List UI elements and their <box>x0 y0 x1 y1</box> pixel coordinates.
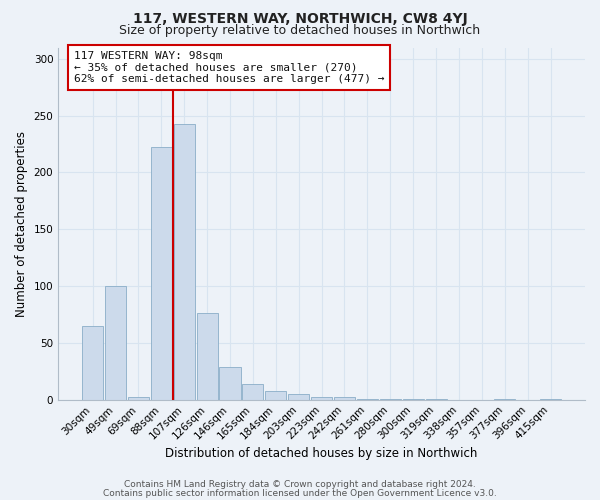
Y-axis label: Number of detached properties: Number of detached properties <box>15 130 28 316</box>
Bar <box>357 398 378 400</box>
Text: Contains HM Land Registry data © Crown copyright and database right 2024.: Contains HM Land Registry data © Crown c… <box>124 480 476 489</box>
Bar <box>105 286 126 400</box>
Bar <box>334 398 355 400</box>
Text: Contains public sector information licensed under the Open Government Licence v3: Contains public sector information licen… <box>103 488 497 498</box>
Bar <box>197 314 218 400</box>
Bar <box>311 398 332 400</box>
Text: 117 WESTERN WAY: 98sqm
← 35% of detached houses are smaller (270)
62% of semi-de: 117 WESTERN WAY: 98sqm ← 35% of detached… <box>74 51 385 84</box>
Bar <box>425 398 446 400</box>
Bar <box>151 148 172 400</box>
Bar <box>82 326 103 400</box>
Bar <box>220 367 241 400</box>
Bar <box>128 398 149 400</box>
Bar <box>265 390 286 400</box>
X-axis label: Distribution of detached houses by size in Northwich: Distribution of detached houses by size … <box>166 447 478 460</box>
Text: 117, WESTERN WAY, NORTHWICH, CW8 4YJ: 117, WESTERN WAY, NORTHWICH, CW8 4YJ <box>133 12 467 26</box>
Bar <box>242 384 263 400</box>
Bar <box>403 398 424 400</box>
Bar <box>288 394 309 400</box>
Bar <box>173 124 195 400</box>
Bar <box>494 398 515 400</box>
Bar <box>380 398 401 400</box>
Text: Size of property relative to detached houses in Northwich: Size of property relative to detached ho… <box>119 24 481 37</box>
Bar <box>540 398 561 400</box>
